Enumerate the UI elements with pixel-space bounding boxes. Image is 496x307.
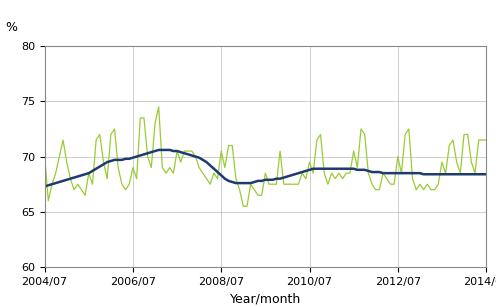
Employment rate, trend bbox=[156, 148, 162, 152]
Employment rate bbox=[461, 133, 467, 136]
Line: Employment rate: Employment rate bbox=[45, 107, 486, 206]
Employment rate bbox=[483, 138, 489, 142]
Employment rate, trend bbox=[321, 167, 327, 171]
Text: %: % bbox=[5, 21, 17, 34]
Employment rate, trend bbox=[483, 173, 489, 176]
Employment rate bbox=[42, 155, 48, 158]
Employment rate, trend bbox=[86, 171, 92, 175]
Employment rate bbox=[325, 182, 331, 186]
Employment rate bbox=[233, 177, 239, 181]
Employment rate bbox=[347, 171, 353, 175]
Employment rate, trend bbox=[457, 173, 463, 176]
Employment rate, trend bbox=[343, 167, 349, 171]
Employment rate, trend bbox=[233, 181, 239, 185]
Employment rate, trend bbox=[42, 185, 48, 188]
Employment rate bbox=[241, 204, 247, 208]
Line: Employment rate, trend: Employment rate, trend bbox=[45, 150, 486, 186]
Employment rate bbox=[86, 171, 92, 175]
Employment rate bbox=[156, 105, 162, 109]
X-axis label: Year/month: Year/month bbox=[230, 292, 301, 305]
Employment rate, trend bbox=[145, 151, 151, 155]
Employment rate bbox=[145, 155, 151, 158]
